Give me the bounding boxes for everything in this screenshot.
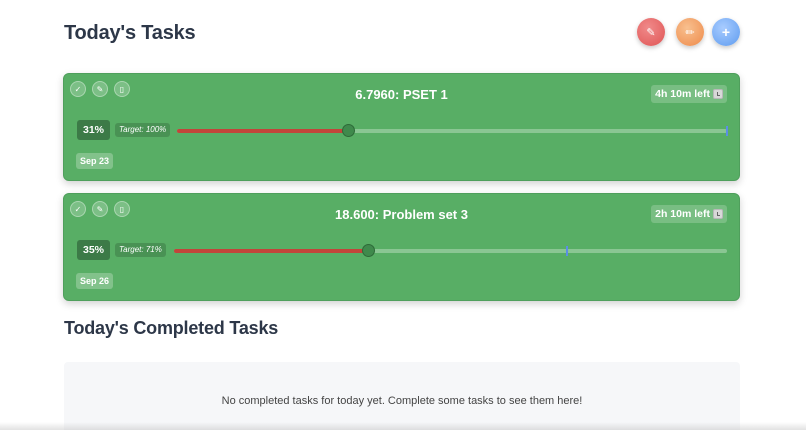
slider-handle[interactable] <box>341 124 355 137</box>
edit-button[interactable]: ✏ <box>676 18 704 46</box>
pencil-icon: ✎ <box>96 204 104 214</box>
complete-task-button[interactable]: ✓ <box>70 81 86 97</box>
clock-icon <box>713 209 723 219</box>
task-card: ✓ ✎ ▯ 6.7960: PSET 1 4h 10m left 31% Tar… <box>63 73 740 181</box>
progress-slider[interactable] <box>177 124 728 137</box>
eraser-icon: ✎ <box>646 26 656 39</box>
progress-slider[interactable] <box>174 244 727 257</box>
completed-empty-state: No completed tasks for today yet. Comple… <box>64 362 740 430</box>
edit-task-button[interactable]: ✎ <box>92 81 108 97</box>
trash-icon: ▯ <box>119 204 125 214</box>
page-title: Today's Tasks <box>64 22 196 44</box>
target-marker <box>565 246 568 256</box>
scroll-shadow <box>0 422 806 430</box>
empty-message: No completed tasks for today yet. Comple… <box>221 395 583 407</box>
delete-task-button[interactable]: ▯ <box>114 81 130 97</box>
time-left-badge: 4h 10m left <box>651 85 727 103</box>
target-badge: Target: 71% <box>115 243 166 257</box>
check-icon: ✓ <box>74 84 82 94</box>
clear-button[interactable]: ✎ <box>637 18 665 46</box>
slider-handle[interactable] <box>361 244 375 257</box>
header: Today's Tasks ✎ ✏ + <box>64 18 740 50</box>
add-task-button[interactable]: + <box>712 18 740 46</box>
task-title: 6.7960: PSET 1 <box>355 87 448 102</box>
delete-task-button[interactable]: ▯ <box>114 201 130 217</box>
task-card: ✓ ✎ ▯ 18.600: Problem set 3 2h 10m left … <box>63 193 740 301</box>
edit-task-button[interactable]: ✎ <box>92 201 108 217</box>
clock-icon <box>713 89 723 99</box>
pencil-icon: ✏ <box>685 26 695 39</box>
progress-percent: 35% <box>77 240 111 260</box>
due-date-badge: Sep 26 <box>76 273 114 289</box>
plus-icon: + <box>721 24 731 40</box>
progress-percent: 31% <box>77 120 111 140</box>
completed-section-title: Today's Completed Tasks <box>64 318 279 338</box>
target-badge: Target: 100% <box>115 123 171 137</box>
pencil-icon: ✎ <box>96 84 104 94</box>
progress-fill <box>174 249 368 253</box>
check-icon: ✓ <box>74 204 82 214</box>
task-title: 18.600: Problem set 3 <box>335 207 468 222</box>
time-left-text: 2h 10m left <box>655 208 710 220</box>
trash-icon: ▯ <box>119 84 125 94</box>
time-left-badge: 2h 10m left <box>651 205 727 223</box>
time-left-text: 4h 10m left <box>655 88 710 100</box>
due-date-badge: Sep 23 <box>76 153 114 169</box>
progress-fill <box>177 129 348 133</box>
complete-task-button[interactable]: ✓ <box>70 201 86 217</box>
target-marker <box>726 126 728 136</box>
